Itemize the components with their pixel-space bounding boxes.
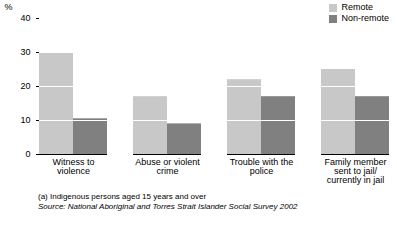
svg-text:40: 40 (20, 13, 30, 23)
html-text:Remote: Remote (341, 2, 373, 12)
svg-text:Witness toviolence: Witness toviolence (52, 157, 94, 176)
html-text:Source: National Aboriginal an: Source: National Aboriginal and Torres S… (38, 202, 298, 211)
svg-text:%: % (5, 2, 13, 12)
svg-text:30: 30 (20, 47, 30, 57)
html-text:(a) Indigenous persons aged 15: (a) Indigenous persons aged 15 years and… (38, 192, 207, 201)
svg-text:0: 0 (25, 149, 30, 159)
svg-text:20: 20 (20, 81, 30, 91)
html-text:Non-remote: Non-remote (341, 13, 389, 23)
svg-text:10: 10 (20, 115, 30, 125)
svg-text:Trouble with thepolice: Trouble with thepolice (230, 157, 294, 176)
svg-text:Family membersent to jail/curr: Family membersent to jail/currently in j… (324, 157, 386, 185)
svg-text:Abuse or violentcrime: Abuse or violentcrime (135, 157, 200, 176)
